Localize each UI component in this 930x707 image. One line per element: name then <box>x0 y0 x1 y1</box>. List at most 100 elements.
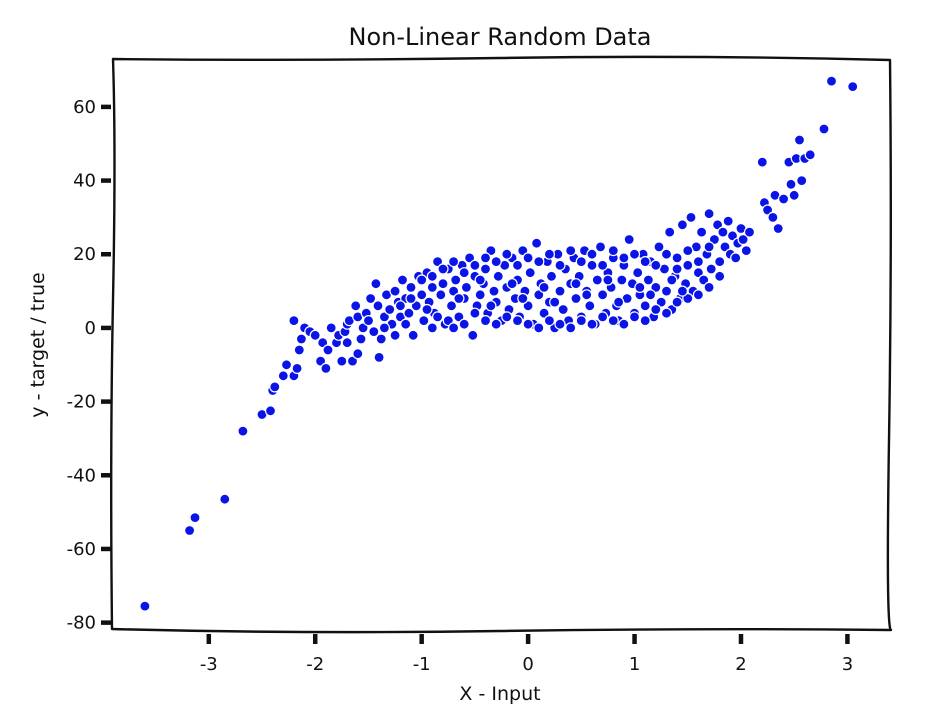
data-point <box>737 233 749 246</box>
y-tick-label: 0 <box>85 318 96 339</box>
data-point <box>703 281 715 293</box>
data-point <box>634 281 646 293</box>
data-point <box>530 237 543 249</box>
x-tick-label: 2 <box>735 654 746 675</box>
data-point <box>543 248 556 260</box>
data-point <box>416 289 428 301</box>
data-point <box>682 259 694 271</box>
data-point <box>469 307 481 319</box>
data-point <box>818 123 830 135</box>
x-tick-label: 3 <box>842 654 853 675</box>
data-point <box>418 315 430 327</box>
data-point <box>403 307 415 319</box>
data-point <box>594 241 607 253</box>
data-point <box>416 274 428 286</box>
data-point <box>488 285 500 297</box>
data-point <box>545 270 558 282</box>
data-point <box>511 259 524 271</box>
data-point <box>237 425 249 437</box>
data-point <box>421 303 433 316</box>
data-point <box>825 75 838 87</box>
data-point <box>350 300 362 312</box>
data-point <box>490 256 502 268</box>
data-point <box>448 256 460 268</box>
data-point <box>628 248 641 260</box>
data-point <box>740 245 752 257</box>
data-point <box>460 281 472 293</box>
data-point <box>777 193 790 205</box>
data-point <box>796 175 808 187</box>
data-point <box>596 289 609 301</box>
data-point <box>264 405 277 417</box>
data-point <box>426 322 438 334</box>
data-point <box>581 289 593 301</box>
data-point <box>288 315 300 327</box>
data-point <box>632 267 644 279</box>
data-point <box>847 80 859 93</box>
data-point <box>685 211 697 223</box>
data-point <box>533 289 545 301</box>
data-point <box>618 318 630 330</box>
data-point <box>570 292 582 305</box>
data-point <box>717 226 729 238</box>
data-point <box>362 315 375 327</box>
data-point <box>596 311 609 323</box>
data-point <box>660 307 673 319</box>
y-tick-label: -80 <box>67 613 96 634</box>
data-point <box>511 315 524 327</box>
data-point <box>293 344 305 356</box>
data-point <box>557 303 569 316</box>
data-point <box>650 303 662 316</box>
data-point <box>676 285 689 297</box>
data-point <box>703 208 715 220</box>
data-point <box>372 300 384 312</box>
data-point <box>596 259 609 271</box>
data-point <box>522 252 534 264</box>
data-point <box>785 178 797 190</box>
data-point <box>432 311 444 323</box>
data-point <box>722 215 734 227</box>
data-point <box>479 315 492 327</box>
data-point <box>375 333 387 345</box>
data-point <box>517 292 529 305</box>
data-point <box>435 289 447 301</box>
data-point <box>524 267 536 279</box>
data-point <box>554 259 566 271</box>
data-point <box>448 322 460 334</box>
y-axis-label: y - target / true <box>27 272 49 417</box>
data-point <box>586 248 598 260</box>
data-point <box>676 219 689 231</box>
data-point <box>485 245 497 257</box>
data-point <box>602 274 614 286</box>
data-point <box>453 292 465 305</box>
data-point <box>788 189 800 201</box>
data-point <box>586 259 598 271</box>
data-point <box>695 226 708 238</box>
data-point <box>616 274 628 286</box>
data-point <box>490 318 502 330</box>
y-axis-ticks: -80 -60 -40 -20 0 20 40 60 <box>67 97 111 634</box>
x-axis-ticks: -3 -2 -1 0 1 2 3 <box>200 634 853 675</box>
data-point <box>295 333 307 345</box>
data-point <box>772 222 784 235</box>
data-point <box>479 252 492 264</box>
data-point <box>660 248 673 260</box>
data-point <box>642 274 655 286</box>
data-point <box>664 226 676 238</box>
data-point <box>437 263 449 275</box>
data-point <box>437 278 449 290</box>
data-point <box>671 252 683 264</box>
x-tick-label: 0 <box>522 654 533 675</box>
data-point <box>357 322 369 334</box>
y-tick-label: 20 <box>73 244 96 265</box>
data-point <box>698 274 710 286</box>
data-point <box>639 256 651 268</box>
y-tick-label: 40 <box>73 171 96 192</box>
data-point <box>378 322 390 334</box>
data-point <box>474 289 486 301</box>
data-point <box>269 381 281 393</box>
data-point <box>322 344 334 356</box>
data-point <box>607 245 619 257</box>
data-point <box>389 285 401 297</box>
